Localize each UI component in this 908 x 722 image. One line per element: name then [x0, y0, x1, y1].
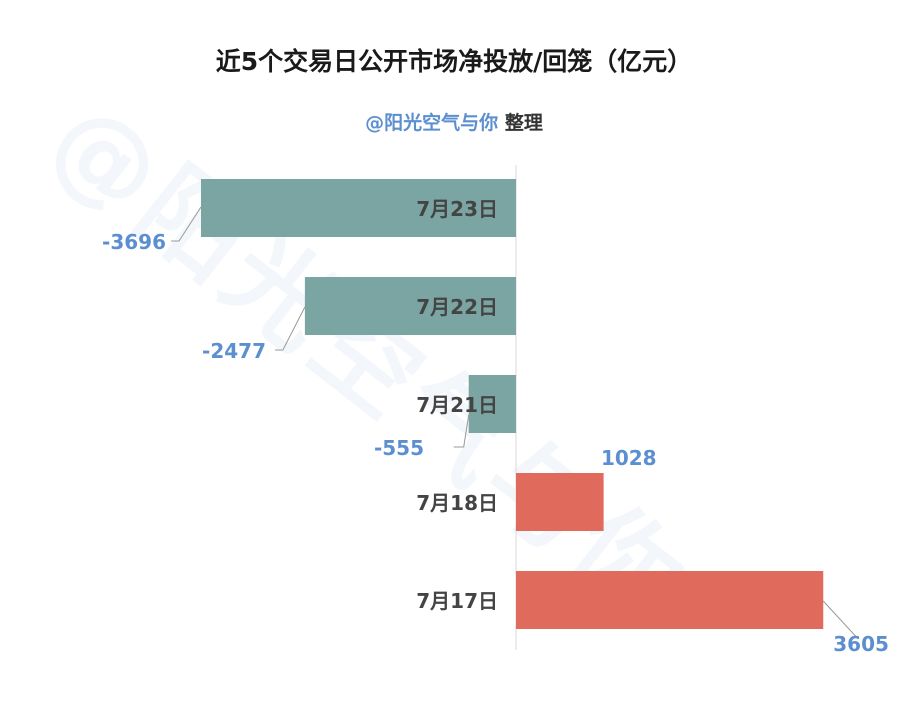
category-label: 7月21日 [416, 393, 498, 417]
leader-line [274, 306, 306, 351]
category-label: 7月23日 [416, 197, 498, 221]
category-label: 7月18日 [416, 491, 498, 515]
bar [468, 375, 516, 433]
bar [201, 179, 516, 237]
data-label: 1028 [601, 446, 657, 470]
chart-title: 近5个交易日公开市场净投放/回笼（亿元） [215, 47, 693, 76]
category-label: 7月22日 [416, 295, 498, 319]
category-label: 7月17日 [416, 589, 498, 613]
data-label: -555 [374, 436, 424, 460]
bar [516, 571, 824, 629]
bar [516, 473, 604, 531]
chart-subtitle: @阳光空气与你 整理 [0, 108, 908, 135]
data-label: -3696 [102, 230, 166, 254]
leader-line [453, 414, 470, 448]
leader-line [171, 206, 202, 242]
data-label: -2477 [202, 339, 266, 363]
bar [304, 277, 516, 335]
data-label: 3605 [833, 632, 889, 656]
leader-line [822, 600, 859, 640]
subtitle-handle: @阳光空气与你 [365, 112, 499, 134]
subtitle-note: 整理 [504, 112, 543, 134]
